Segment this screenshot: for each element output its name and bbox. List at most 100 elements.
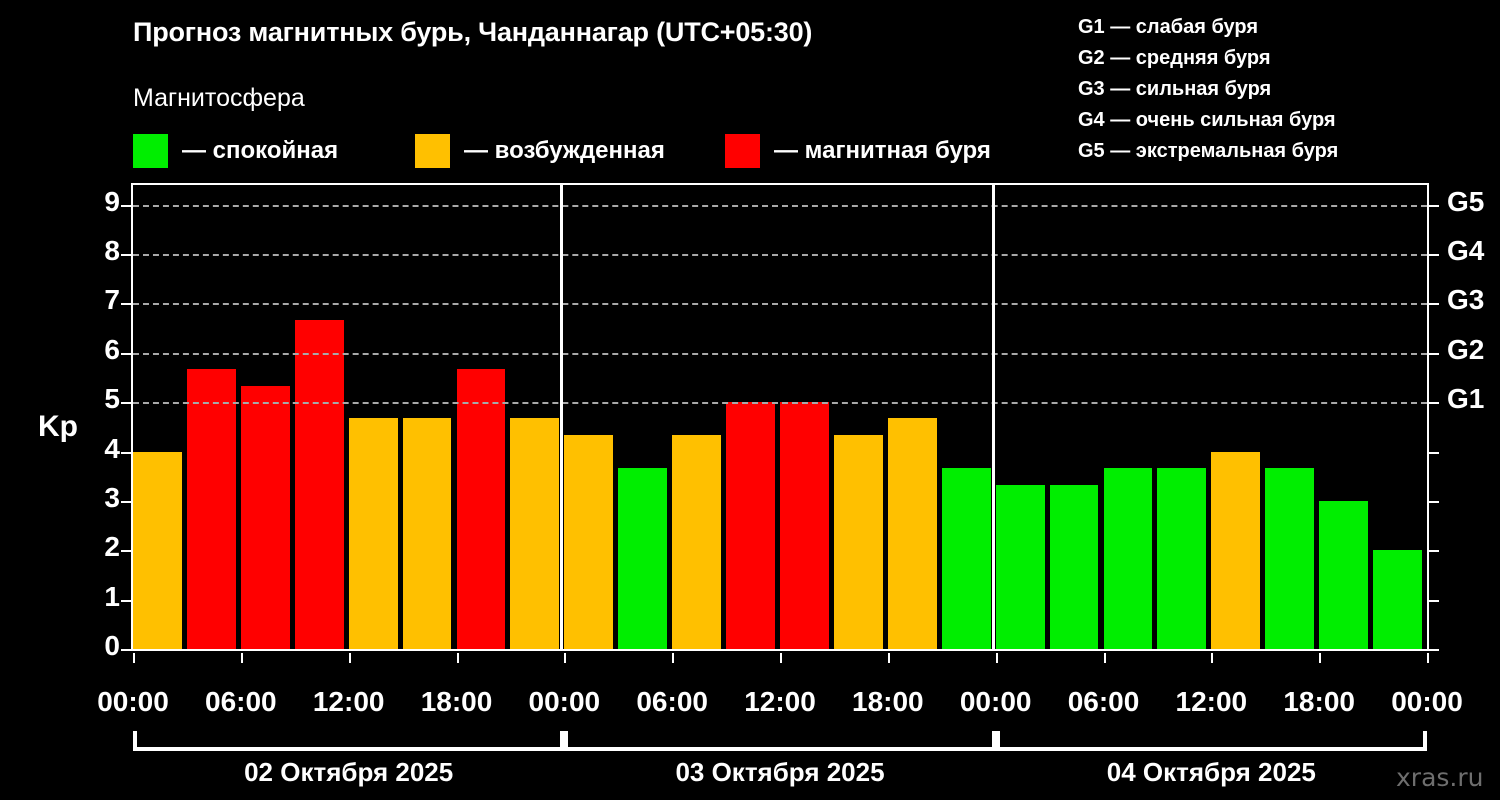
y-tick-right-9 (1429, 204, 1439, 207)
x-tick-0 (133, 653, 135, 663)
y-tick-right-3 (1429, 500, 1439, 503)
bar-series (133, 185, 1427, 649)
y-tick-label-5: 5 (104, 383, 120, 415)
g-scale-legend: G1 — слабая буря G2 — средняя буря G3 — си… (1078, 12, 1338, 167)
bar-active (887, 418, 937, 649)
y-tick-label-8: 8 (104, 235, 120, 267)
bar-storm (240, 385, 290, 649)
y-tick-9 (121, 204, 131, 207)
y-tick-3 (121, 500, 131, 503)
x-tick-label-0: 00:00 (97, 686, 169, 717)
bar-active (833, 435, 883, 649)
x-tick-1 (240, 653, 243, 663)
x-tick-label-4: 00:00 (528, 686, 601, 717)
x-tick-label-7: 18:00 (852, 686, 924, 717)
bar-calm (1373, 550, 1422, 649)
x-tick-label-3: 18:00 (420, 686, 493, 717)
y-tick-right-5 (1429, 402, 1439, 405)
g-axis-label-G3: G3 (1447, 284, 1485, 316)
x-tick-12 (1427, 653, 1429, 663)
bracket-cap-left (133, 731, 137, 751)
x-tick-label-9: 06:00 (1067, 686, 1140, 717)
g-axis-label-G5: G5 (1447, 185, 1485, 217)
legend-item-calm: — спокойная (133, 134, 338, 168)
x-tick-9 (1103, 653, 1106, 663)
y-tick-right-2 (1429, 550, 1439, 553)
date-bracket-2 (564, 731, 996, 751)
legend-item-active: — возбужденная (415, 134, 665, 168)
gridline-kp-6 (133, 352, 1427, 355)
y-tick-0 (121, 649, 131, 651)
y-tick-label-3: 3 (104, 481, 120, 513)
bracket-cap-right (560, 731, 565, 751)
x-tick-label-6: 12:00 (744, 686, 816, 717)
y-tick-5 (121, 402, 131, 405)
bar-active (672, 435, 722, 649)
y-tick-8 (121, 254, 131, 257)
y-tick-label-0: 0 (104, 630, 120, 661)
page-title: Прогноз магнитных бурь, Чанданнагар (UTC… (133, 17, 813, 47)
x-tick-7 (887, 653, 890, 663)
y-tick-label-7: 7 (104, 284, 120, 316)
x-tick-8 (995, 653, 998, 663)
x-tick-5 (672, 653, 675, 663)
bar-active (564, 435, 614, 649)
bracket-cap-right (991, 731, 996, 751)
watermark: xras.ru (1396, 763, 1484, 792)
date-label-3: 04 Октября 2025 (1106, 757, 1316, 787)
legend-item-storm: — магнитная буря (725, 134, 991, 168)
x-tick-10 (1211, 653, 1214, 663)
y-tick-right-7 (1429, 303, 1439, 306)
bar-storm (186, 369, 236, 649)
gridline-kp-7 (133, 303, 1427, 306)
y-tick-right-6 (1429, 352, 1439, 355)
legend-swatch-storm (725, 134, 760, 168)
y-tick-6 (121, 352, 131, 355)
y-tick-2 (121, 550, 131, 553)
day-separator (560, 185, 564, 649)
y-tick-label-6: 6 (104, 333, 120, 365)
x-tick-label-11: 18:00 (1283, 686, 1355, 717)
bar-storm (726, 402, 775, 649)
g-axis-label-G4: G4 (1447, 235, 1485, 267)
bar-active (133, 451, 182, 649)
y-tick-label-2: 2 (104, 531, 120, 563)
bar-calm (1319, 500, 1369, 649)
bracket-line (564, 747, 996, 751)
g-scale-row-3: G3 — сильная буря (1078, 78, 1272, 100)
g-scale-row-4: G4 — очень сильная буря (1078, 109, 1336, 131)
magnetosphere-legend-title: Магнитосфера (133, 84, 305, 112)
y-tick-right-1 (1429, 599, 1439, 602)
bar-calm (941, 467, 991, 649)
legend-label-storm: — магнитная буря (774, 137, 991, 164)
legend-label-active: — возбужденная (464, 137, 665, 164)
bracket-line (133, 747, 565, 751)
bar-calm (995, 484, 1045, 649)
bar-storm (294, 319, 344, 649)
g-scale-row-5: G5 — экстремальная буря (1078, 140, 1339, 162)
bar-storm (780, 402, 829, 649)
bar-calm (618, 467, 668, 649)
bar-calm (1103, 467, 1153, 649)
x-tick-label-1: 06:00 (205, 686, 277, 717)
x-tick-label-10: 12:00 (1175, 686, 1248, 717)
g-axis-label-G1: G1 (1447, 383, 1485, 415)
date-bracket-1 (133, 731, 565, 751)
x-tick-label-12: 00:00 (1391, 686, 1463, 717)
y-tick-right-4 (1429, 451, 1439, 454)
y-tick-label-4: 4 (104, 432, 120, 464)
y-tick-label-1: 1 (104, 580, 120, 612)
date-bracket-3 (995, 731, 1427, 751)
y-tick-4 (121, 451, 131, 454)
x-tick-label-2: 12:00 (312, 686, 385, 717)
bar-calm (1265, 467, 1315, 649)
date-label-1: 02 Октября 2025 (244, 757, 454, 787)
g-axis-label-G2: G2 (1447, 333, 1485, 365)
bar-storm (456, 369, 506, 649)
gridline-kp-8 (133, 254, 1427, 257)
bracket-cap-left (564, 731, 569, 751)
bracket-cap-left (995, 731, 1000, 751)
day-separator (991, 185, 995, 649)
y-tick-label-9: 9 (104, 185, 120, 217)
